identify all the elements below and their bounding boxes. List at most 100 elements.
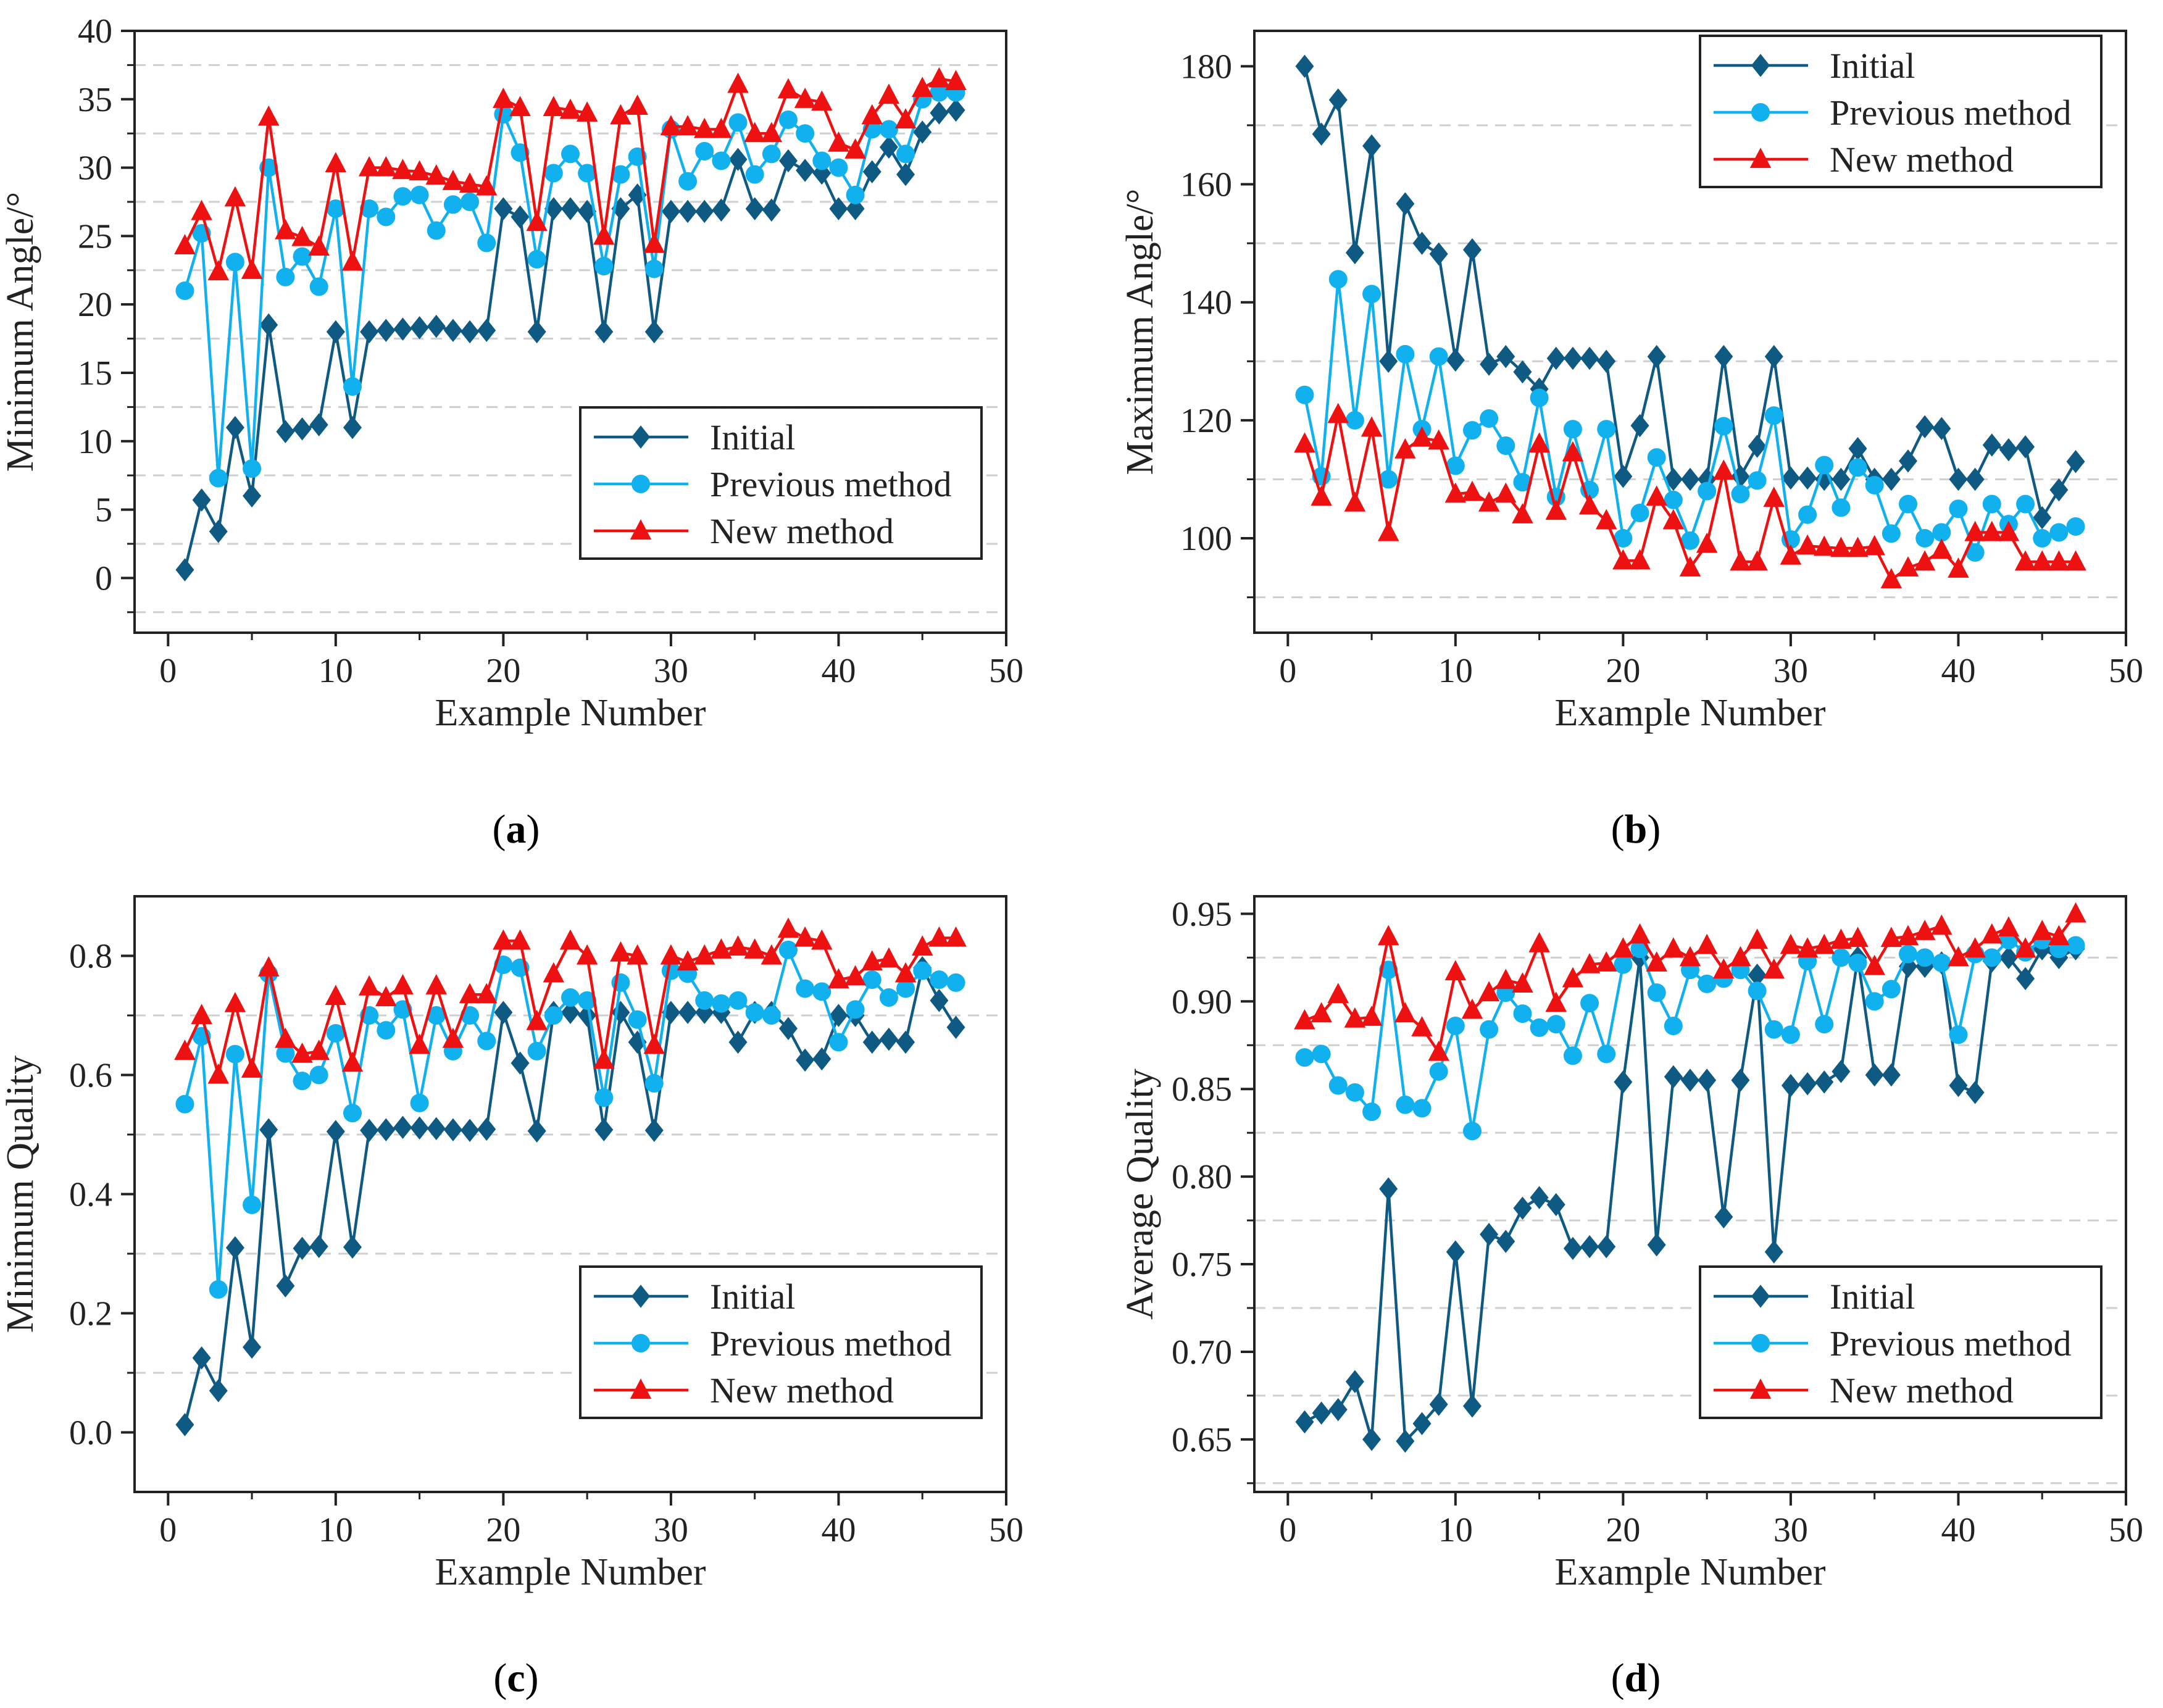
data-point xyxy=(1647,1233,1666,1257)
data-point xyxy=(844,138,866,159)
data-point xyxy=(442,170,464,190)
data-point xyxy=(761,122,783,143)
data-point xyxy=(325,985,347,1006)
data-point xyxy=(762,1006,781,1025)
data-point xyxy=(461,192,480,211)
data-point xyxy=(326,320,345,344)
data-point xyxy=(894,962,917,983)
data-point xyxy=(209,520,228,543)
data-point xyxy=(1444,482,1467,503)
data-point xyxy=(559,929,581,950)
data-point xyxy=(1730,946,1751,967)
data-point xyxy=(1982,433,2001,457)
data-point xyxy=(1396,192,1415,215)
data-point xyxy=(1964,937,1986,958)
y-tick-label: 120 xyxy=(1180,402,1232,440)
data-point xyxy=(276,420,295,444)
data-point xyxy=(477,1031,496,1051)
data-point xyxy=(1528,931,1550,952)
data-point xyxy=(879,120,898,139)
panel-caption: (d) xyxy=(1611,1656,1661,1701)
data-point xyxy=(1496,436,1515,455)
legend-label: Previous method xyxy=(710,464,951,504)
legend-label: New method xyxy=(710,511,894,551)
data-point xyxy=(1698,974,1717,993)
data-point xyxy=(862,160,881,183)
data-point xyxy=(1949,1073,1968,1098)
data-point xyxy=(1948,557,1969,578)
data-point xyxy=(1412,231,1432,255)
data-point xyxy=(928,67,950,88)
data-point xyxy=(241,259,263,279)
data-point xyxy=(544,164,563,183)
data-point xyxy=(745,1003,764,1022)
data-point xyxy=(527,320,546,344)
data-point xyxy=(1597,1044,1616,1064)
data-point xyxy=(326,1023,345,1043)
data-point xyxy=(427,1006,446,1025)
data-point xyxy=(1379,349,1398,373)
data-point xyxy=(1798,466,1817,490)
data-point xyxy=(643,1033,665,1054)
data-point xyxy=(543,962,565,983)
data-point xyxy=(1813,933,1835,954)
data-point xyxy=(2066,517,2085,536)
data-point xyxy=(1714,417,1733,436)
legend-label: Initial xyxy=(710,1277,796,1317)
data-point xyxy=(343,415,362,439)
data-point xyxy=(461,1119,480,1142)
data-point xyxy=(1815,1015,1834,1034)
data-point xyxy=(1681,467,1699,491)
data-point xyxy=(259,1118,278,1142)
data-point xyxy=(427,221,446,240)
data-point xyxy=(1362,1428,1382,1451)
data-point xyxy=(1748,435,1767,458)
legend-label: Initial xyxy=(1830,46,1915,86)
data-point xyxy=(293,417,312,441)
data-point xyxy=(1630,503,1649,522)
data-point xyxy=(243,484,262,508)
data-point xyxy=(410,316,429,340)
data-point xyxy=(695,142,714,160)
data-point xyxy=(861,104,883,125)
x-tick-label: 40 xyxy=(1941,652,1975,690)
data-point xyxy=(293,247,312,266)
data-point xyxy=(1915,415,1935,439)
data-point xyxy=(1513,1004,1532,1023)
data-point xyxy=(1461,480,1483,501)
data-point xyxy=(1880,568,1903,589)
chart-panel-c: 0 10 20 30 40 50 0.0 0.2 0.4 0.6 0.8 Example Number… xyxy=(0,895,1023,1701)
data-point xyxy=(2033,506,2052,530)
data-point xyxy=(677,115,699,136)
data-point xyxy=(1362,1102,1382,1122)
data-point xyxy=(1882,524,1901,543)
data-point xyxy=(2016,494,2035,514)
data-point xyxy=(209,469,228,488)
data-point xyxy=(2031,920,2053,940)
data-point xyxy=(1614,529,1633,548)
legend-marker xyxy=(630,519,652,540)
y-tick-label: 5 xyxy=(95,491,112,530)
data-point xyxy=(779,1017,798,1040)
data-point xyxy=(494,1001,513,1024)
data-point xyxy=(1949,467,1968,491)
data-point xyxy=(442,1027,464,1048)
data-point xyxy=(443,319,462,343)
data-point xyxy=(678,1001,698,1024)
data-point xyxy=(393,187,412,206)
data-point xyxy=(1446,456,1465,475)
data-point xyxy=(1396,1095,1415,1114)
data-point xyxy=(1798,1072,1817,1096)
y-axis-label: Maximum Angle/° xyxy=(1119,189,1161,475)
data-point xyxy=(1495,969,1517,989)
data-point xyxy=(293,1236,312,1260)
data-point xyxy=(1612,549,1634,570)
data-point xyxy=(326,199,345,219)
data-point xyxy=(393,317,412,341)
data-point xyxy=(1578,952,1601,973)
data-point xyxy=(527,250,546,269)
legend-label: New method xyxy=(1830,1370,2014,1410)
data-point xyxy=(1545,499,1567,520)
data-point xyxy=(410,185,429,204)
